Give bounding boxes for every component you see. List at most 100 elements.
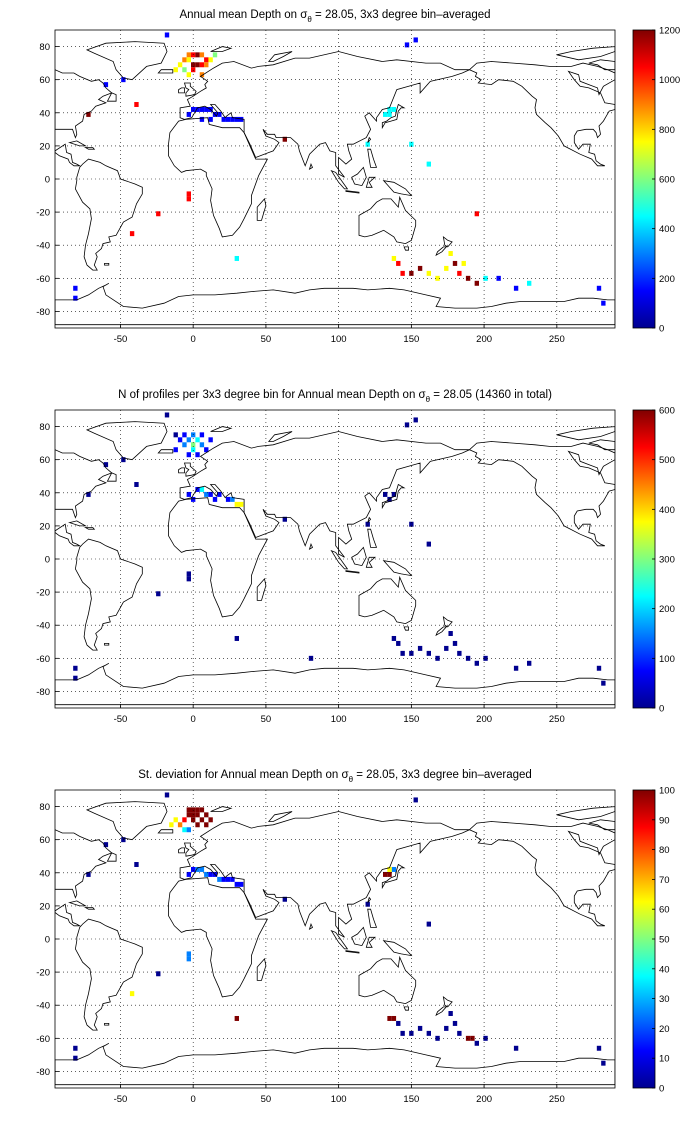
data-cell [186,576,191,582]
data-cell [204,57,209,63]
data-cell [234,255,239,261]
data-cell [225,496,231,502]
data-cell [396,640,401,646]
data-cell [435,1035,440,1041]
coastline [74,918,143,1031]
data-cell [474,211,479,217]
coastline [256,198,267,221]
data-cell [387,106,392,112]
data-cell [444,1025,449,1031]
coastline [345,950,360,954]
coastline [179,811,470,938]
map-panel-stdev: St. deviation for Annual mean Depth on σ… [0,760,696,1140]
colorbar-tick-label: 100 [659,786,675,797]
data-cell [448,631,453,636]
data-cell [103,462,109,468]
data-cell [199,486,205,492]
data-cell [182,442,187,448]
data-cell [195,62,200,68]
data-cell [470,1035,475,1041]
colorbar-tick-label: 400 [659,224,675,235]
data-cell [601,1060,606,1066]
coastline [85,801,168,841]
colorbar-tick-label: 50 [659,935,670,946]
colorbar-tick-label: 200 [659,274,675,285]
coastline [68,900,87,907]
data-cell [186,951,191,957]
coastline [367,516,372,523]
coastline [358,575,417,625]
data-cell [86,111,91,117]
data-cell [513,285,519,291]
data-cell [73,285,78,291]
coastline [308,162,314,170]
data-cell [234,116,239,122]
data-cell [182,57,187,63]
data-cell [596,1045,602,1051]
data-cell [182,67,187,73]
y-tick-label: 60 [39,835,50,846]
data-cell [239,881,244,887]
coastline [55,449,113,519]
data-cell [73,665,78,671]
coastline [382,560,413,577]
data-cell [177,822,183,828]
data-cell [199,807,205,813]
data-cell [177,62,183,68]
colorbar [632,789,656,1089]
data-cell [365,521,370,527]
coastline [55,829,113,899]
coastline [256,578,267,601]
coastline [85,41,168,81]
data-cell [134,862,139,867]
coastline [403,246,409,251]
coastline [183,842,197,857]
data-cell [391,866,397,872]
data-cell [186,807,191,813]
y-tick-label: 20 [39,901,50,912]
colorbar-tick-label: 100 [659,654,675,665]
map-panel-profiles: N of profiles per 3x3 degree bin for Ann… [0,380,696,760]
data-cell [391,255,397,261]
data-cell [457,650,462,656]
depth-map-svg: Annual mean Depth on σθ = 28.05, 3x3 deg… [36,9,680,345]
data-cell [452,260,458,266]
data-cell [221,876,226,882]
coastline [468,61,615,167]
coastline [267,811,293,822]
colorbar-tick-label: 90 [659,815,670,826]
data-cell [191,807,196,813]
data-cell [409,1030,414,1036]
data-cell [199,817,205,823]
data-cell [601,680,606,686]
data-cell [182,827,187,833]
data-cell [164,792,170,798]
data-cell [448,251,453,256]
coastline [83,527,96,530]
y-tick-label: -40 [36,621,50,632]
coastline [442,995,453,1008]
data-cell [204,812,209,818]
y-tick-label: 20 [39,141,50,152]
data-cell [212,496,218,502]
coastline [367,136,372,143]
y-tick-label: 60 [39,455,50,466]
colorbar [632,29,656,329]
data-cell [387,496,392,502]
data-cell [186,827,191,833]
data-cell [234,881,239,887]
chart-title: N of profiles per 3x3 degree bin for Ann… [118,389,552,404]
data-cell [191,866,196,872]
x-tick-label: 50 [261,714,272,725]
colorbar-tick-label: 70 [659,875,670,886]
coastline [556,426,615,441]
coastline [403,626,409,631]
coastline [358,955,417,1005]
coastline [381,483,406,510]
data-cell [413,417,418,423]
data-cell [204,491,209,497]
data-cell [391,491,397,497]
data-cell [461,260,466,266]
y-tick-label: 40 [39,488,50,499]
coastline [106,472,117,482]
